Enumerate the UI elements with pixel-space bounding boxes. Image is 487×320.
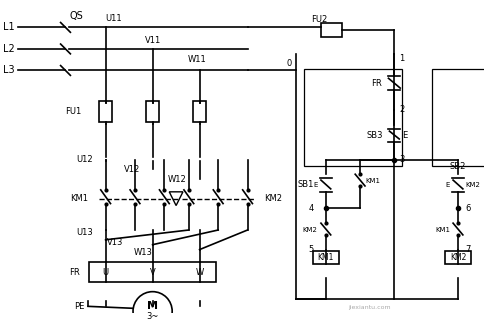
Text: KM1: KM1 <box>435 227 450 233</box>
Text: U12: U12 <box>76 155 93 164</box>
Text: 5: 5 <box>309 245 314 254</box>
Text: KM2: KM2 <box>466 182 481 188</box>
Text: E: E <box>314 182 318 188</box>
Text: PE: PE <box>74 302 84 311</box>
Text: SB2: SB2 <box>450 162 466 171</box>
Text: 4: 4 <box>309 204 314 213</box>
Text: V12: V12 <box>124 165 140 174</box>
Text: V: V <box>150 268 155 276</box>
Text: jiexiantu.com: jiexiantu.com <box>349 305 391 310</box>
Text: FR: FR <box>371 79 382 88</box>
Text: KM2: KM2 <box>302 227 317 233</box>
Text: FR: FR <box>70 268 80 276</box>
Text: U: U <box>103 268 109 276</box>
Bar <box>89 262 216 282</box>
Bar <box>193 101 206 122</box>
Text: FU1: FU1 <box>65 107 81 116</box>
Text: M: M <box>147 301 158 311</box>
Text: KM1: KM1 <box>70 194 88 203</box>
Text: W: W <box>195 268 204 276</box>
Bar <box>321 23 342 37</box>
Text: SB1: SB1 <box>298 180 314 189</box>
Bar <box>445 251 471 264</box>
Text: 1: 1 <box>399 54 405 63</box>
Bar <box>304 68 402 166</box>
Text: KM1: KM1 <box>365 178 380 184</box>
Text: 3: 3 <box>399 155 405 164</box>
Text: L1: L1 <box>3 22 15 32</box>
Text: W11: W11 <box>187 55 206 64</box>
Text: SB3: SB3 <box>366 131 383 140</box>
Text: 6: 6 <box>466 204 471 213</box>
Text: KM1: KM1 <box>318 253 334 262</box>
Text: L2: L2 <box>3 44 15 54</box>
Text: FU2: FU2 <box>311 15 327 24</box>
Bar <box>146 101 159 122</box>
Text: L3: L3 <box>3 66 15 76</box>
Text: KM2: KM2 <box>264 194 282 203</box>
Bar <box>431 68 486 166</box>
Text: U11: U11 <box>105 14 122 23</box>
Text: 3~: 3~ <box>147 312 159 320</box>
Text: W12: W12 <box>168 175 187 184</box>
Text: E: E <box>402 131 408 140</box>
Text: 7: 7 <box>466 245 471 254</box>
Bar <box>99 101 112 122</box>
Text: U13: U13 <box>76 228 93 237</box>
Text: W13: W13 <box>134 248 152 257</box>
Text: V13: V13 <box>107 238 123 247</box>
Text: 0: 0 <box>286 59 292 68</box>
Text: KM2: KM2 <box>450 253 466 262</box>
Text: 2: 2 <box>399 105 405 114</box>
Bar <box>313 251 338 264</box>
Text: V11: V11 <box>145 36 161 44</box>
Text: QS: QS <box>69 11 83 21</box>
Text: E: E <box>446 182 450 188</box>
